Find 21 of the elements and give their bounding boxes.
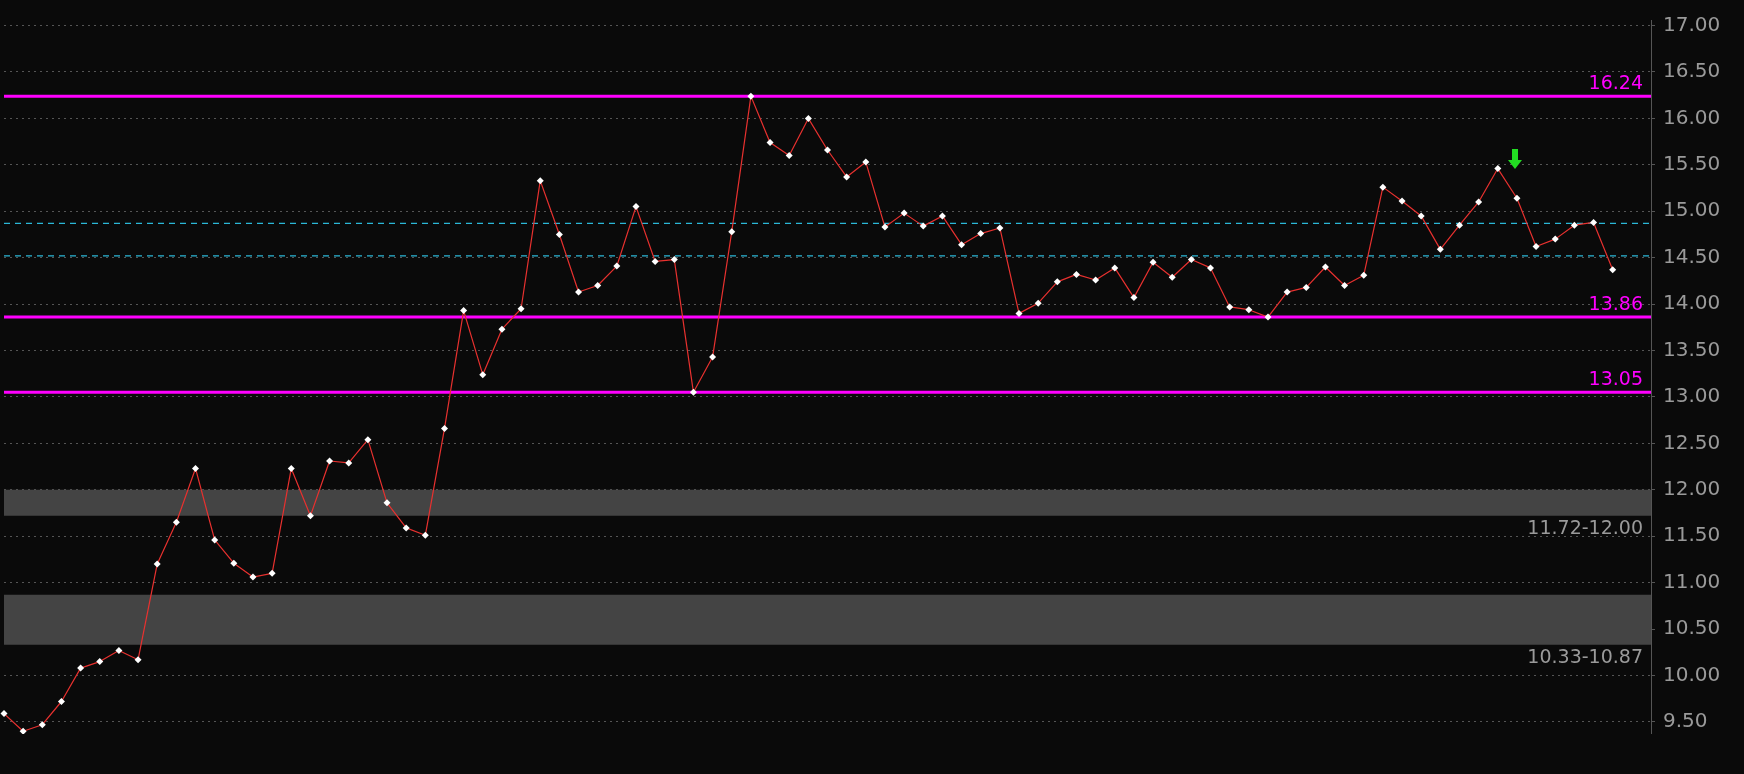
y-tick-label: 16.00 <box>1663 104 1721 129</box>
band-label: 11.72-12.00 <box>1527 516 1643 539</box>
y-tick-label: 17.00 <box>1663 11 1721 36</box>
y-tick-label: 15.50 <box>1663 151 1721 176</box>
y-tick-label: 11.50 <box>1663 522 1721 547</box>
y-tick-label: 13.50 <box>1663 336 1721 361</box>
y-tick-label: 11.00 <box>1663 568 1721 593</box>
ref-line-label: 13.05 <box>1588 366 1643 389</box>
band-label: 10.33-10.87 <box>1527 645 1643 668</box>
y-tick-label: 12.00 <box>1663 476 1721 501</box>
ref-line-label: 16.24 <box>1588 70 1643 93</box>
y-tick-label: 14.50 <box>1663 243 1721 268</box>
y-tick-label: 14.00 <box>1663 290 1721 315</box>
y-tick-label: 12.50 <box>1663 429 1721 454</box>
y-tick-label: 10.50 <box>1663 615 1721 640</box>
y-tick-label: 9.50 <box>1663 708 1708 733</box>
y-tick-label: 13.00 <box>1663 383 1721 408</box>
y-tick-label: 10.00 <box>1663 661 1721 686</box>
y-tick-label: 16.50 <box>1663 58 1721 83</box>
ref-line-label: 13.86 <box>1588 291 1643 314</box>
y-tick-label: 15.00 <box>1663 197 1721 222</box>
